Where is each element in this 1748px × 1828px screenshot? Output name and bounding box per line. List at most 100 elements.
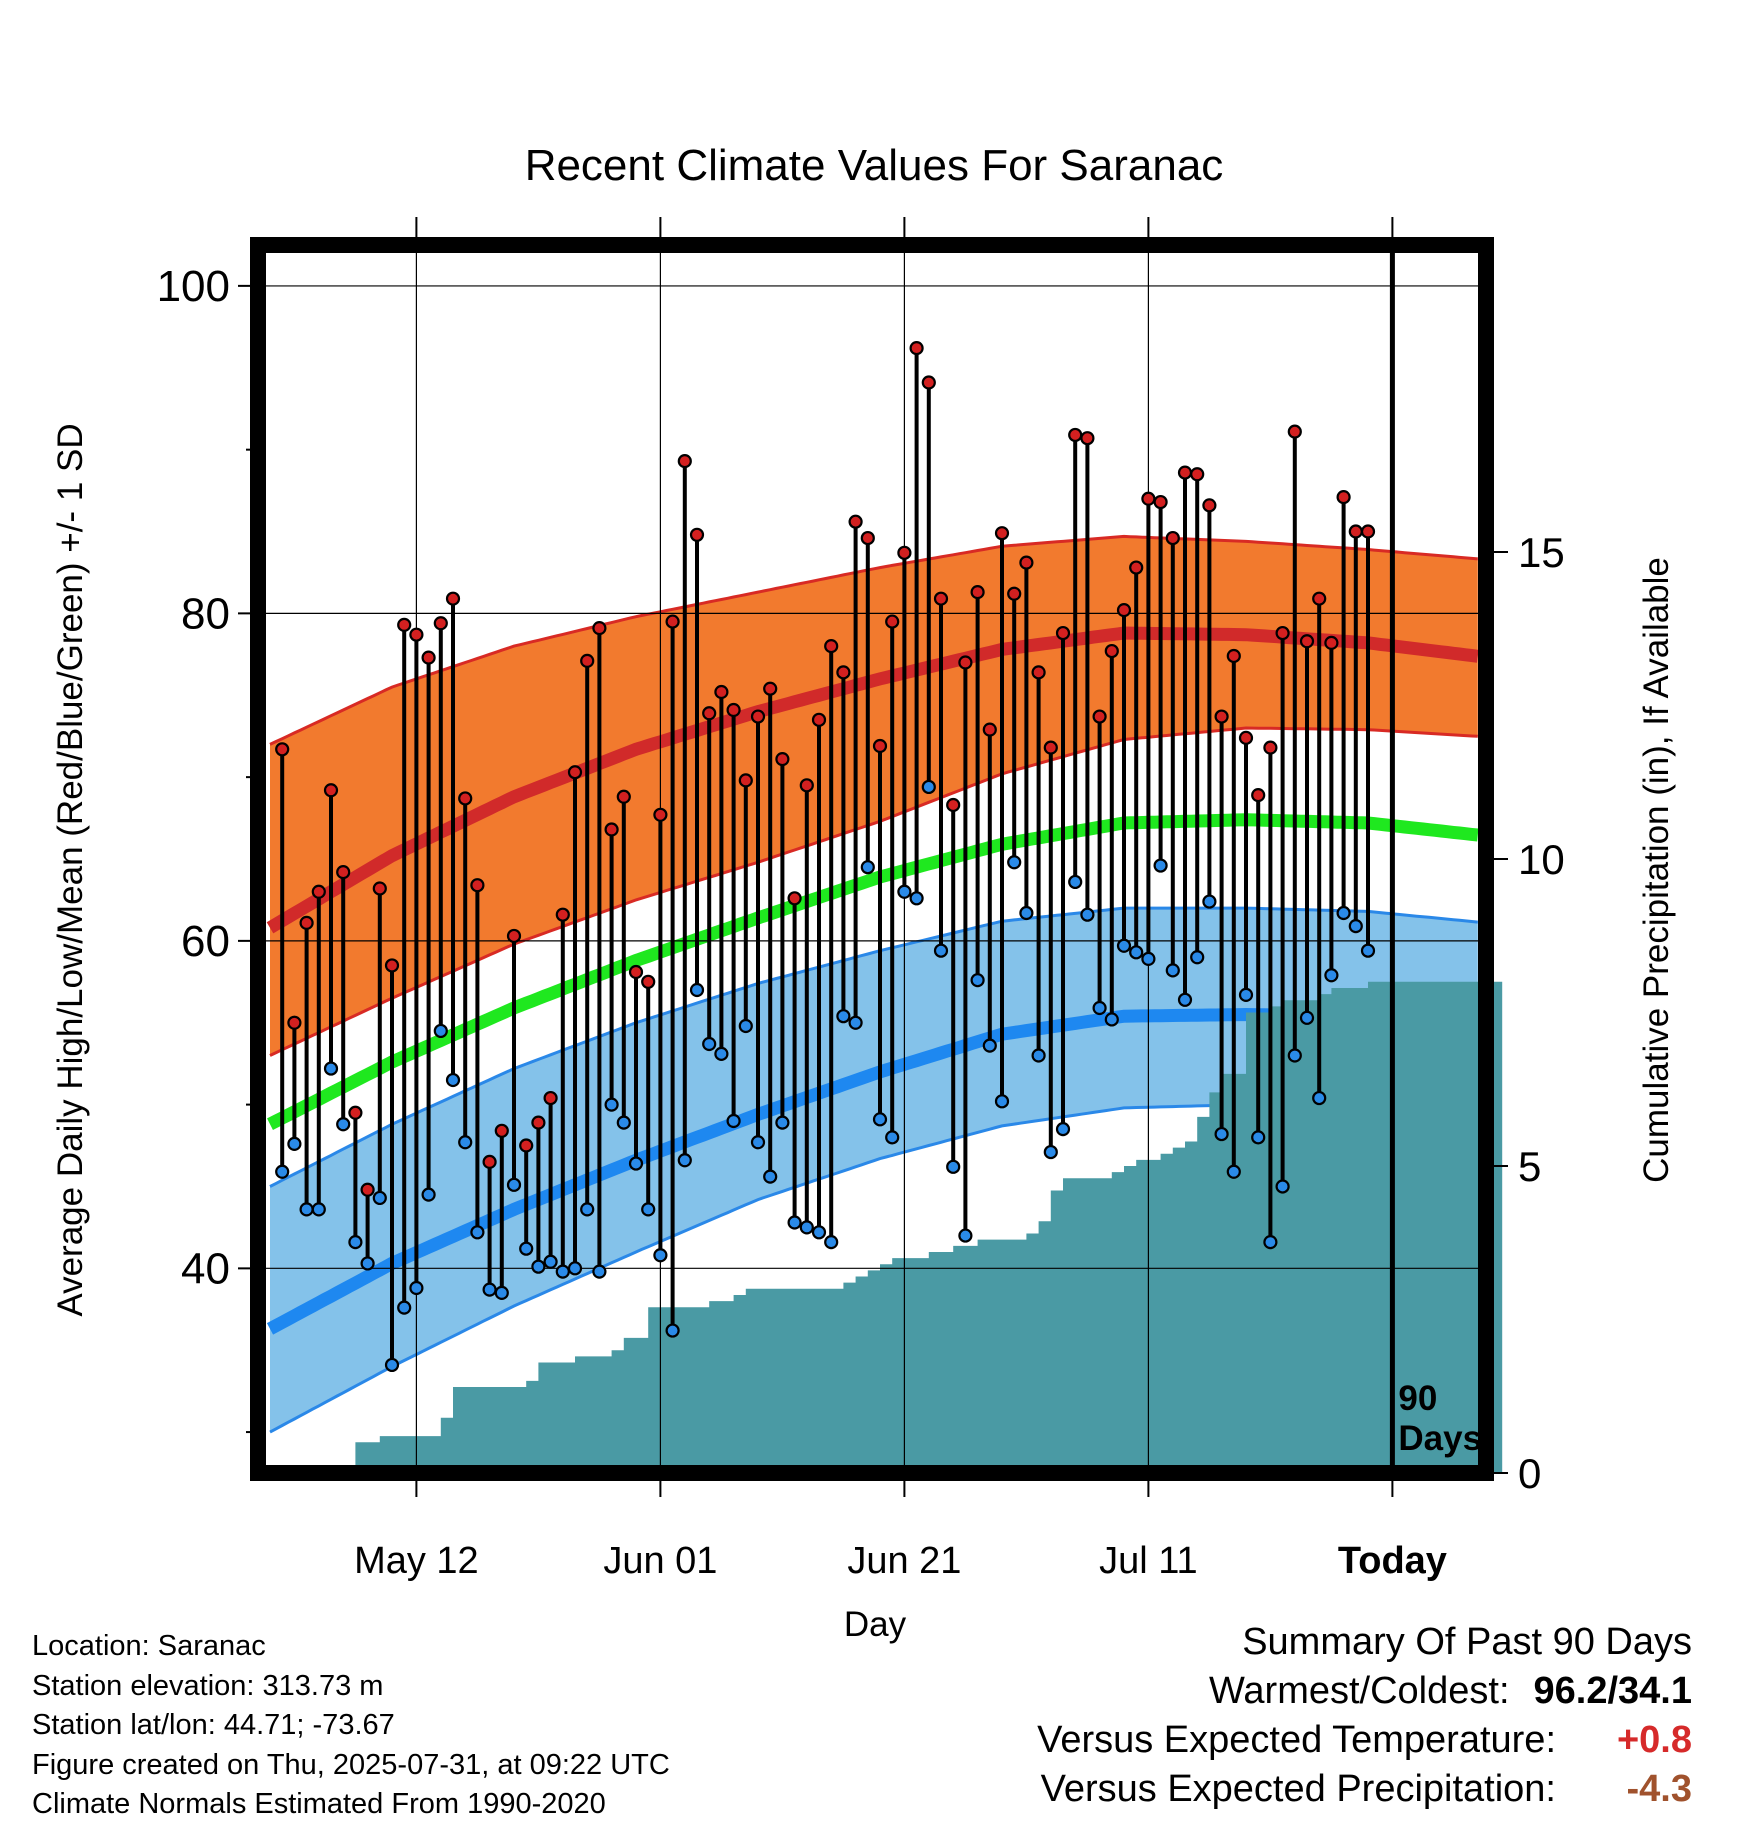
daily-low-point (1007, 855, 1022, 870)
daily-low-point (287, 1136, 302, 1151)
daily-high-point (1177, 465, 1193, 480)
daily-high-point (494, 1123, 509, 1138)
daily-low-point (1360, 943, 1376, 958)
daily-high-point (714, 684, 729, 700)
daily-low-point (970, 973, 985, 988)
daily-high-point (897, 545, 912, 560)
daily-high-point (1312, 591, 1327, 606)
daily-low-point (1348, 919, 1363, 934)
daily-high-point (946, 797, 961, 813)
daily-high-point (1141, 491, 1156, 506)
daily-high-point (311, 884, 326, 899)
precip-value: -4.3 (1626, 1768, 1692, 1810)
daily-low-point (994, 1094, 1010, 1109)
daily-high-point (421, 650, 436, 665)
daily-high-point (275, 742, 290, 757)
daily-range-bars (280, 348, 1370, 1365)
temp-value: +0.8 (1616, 1719, 1692, 1761)
ytick-label: 80 (181, 589, 230, 638)
daily-high-point (1190, 467, 1205, 482)
daily-high-point (567, 765, 583, 780)
daily-low-point (360, 1256, 375, 1271)
station-info: Location: Saranac Station elevation: 313… (32, 1627, 670, 1825)
daily-low-point (1312, 1090, 1327, 1106)
daily-high-point (1360, 524, 1376, 539)
daily-low-point (824, 1235, 839, 1250)
daily-low-point (1251, 1130, 1266, 1145)
daily-low-point (519, 1241, 534, 1256)
daily-low-point (421, 1187, 436, 1202)
daily-high-point (1055, 625, 1071, 641)
daily-high-point (824, 639, 839, 654)
daily-high-point (860, 530, 875, 546)
daily-high-point (641, 974, 656, 989)
daily-low-point (641, 1202, 656, 1217)
daily-low-point (592, 1264, 607, 1279)
daily-low-point (726, 1113, 741, 1129)
daily-high-point (1129, 560, 1144, 575)
daily-low-point (543, 1254, 558, 1269)
daily-high-point (885, 614, 900, 629)
daily-low-point (1202, 894, 1217, 909)
daily-low-point (1299, 1010, 1315, 1025)
daily-high-point (1202, 498, 1217, 513)
daily-low-point (665, 1323, 680, 1338)
temp-label: Versus Expected Temperature: (1037, 1719, 1556, 1761)
daily-high-point (1116, 603, 1132, 618)
summary-panel: Summary Of Past 90 Days Warmest/Coldest:… (1037, 1618, 1692, 1814)
daily-high-point (409, 627, 424, 642)
ytick-label: 100 (157, 262, 230, 311)
high-sd-band (270, 536, 1478, 1056)
daily-low-point (787, 1215, 802, 1230)
daily-high-point (921, 375, 936, 390)
daily-high-point (982, 722, 997, 737)
daily-high-point (836, 665, 851, 680)
daily-low-point (1019, 905, 1034, 921)
daily-high-point (689, 527, 705, 542)
daily-low-point (982, 1038, 997, 1053)
high-normal-line (266, 626, 1479, 934)
daily-low-point (921, 779, 936, 795)
daily-low-point (811, 1225, 827, 1240)
daily-high-point (665, 614, 680, 629)
daily-low-point (909, 891, 924, 906)
daily-high-point (543, 1090, 558, 1106)
daily-low-point (1104, 1012, 1119, 1027)
daily-high-point (1263, 740, 1278, 755)
daily-low-point (445, 1072, 461, 1088)
daily-low-point (616, 1115, 631, 1130)
daily-high-point (506, 928, 522, 944)
daily-low-point (958, 1228, 973, 1243)
daily-high-point (592, 621, 607, 636)
daily-high-point (1068, 427, 1083, 443)
today-span-number: 90 (1398, 1379, 1437, 1418)
xtick-label: Today (1338, 1540, 1447, 1582)
daily-low-point (494, 1285, 509, 1300)
daily-low-point (872, 1112, 888, 1127)
daily-high-point (1007, 586, 1022, 601)
daily-high-point (287, 1015, 302, 1030)
daily-low-point (433, 1023, 448, 1039)
daily-low-point (397, 1300, 412, 1315)
daily-high-point (1165, 530, 1180, 546)
daily-high-point (872, 738, 888, 754)
axes: 90 Days 40 60 80 100 0 5 10 15 May 12 Jun 01 Jun 21 J… (157, 217, 1565, 1582)
daily-high-point (1092, 709, 1107, 724)
daily-high-point (336, 864, 351, 880)
daily-low-point (1043, 1144, 1058, 1160)
daily-high-point (1214, 709, 1229, 724)
daily-high-point (787, 891, 802, 906)
y2tick-label: 15 (1518, 529, 1565, 576)
daily-low-point (1275, 1179, 1290, 1194)
daily-low-point (1165, 963, 1180, 978)
daily-high-point (677, 454, 692, 469)
daily-low-point (775, 1115, 790, 1130)
daily-low-point (1031, 1048, 1046, 1063)
y-axis-label: Average Daily High/Low/Mean (Red/Blue/Gr… (51, 423, 90, 1316)
daily-high-point (360, 1182, 375, 1197)
daily-low-point (1226, 1164, 1241, 1179)
daily-low-point (1287, 1048, 1302, 1063)
daily-high-point (1299, 634, 1315, 649)
daily-high-point (628, 964, 644, 980)
daily-low-point (738, 1018, 753, 1034)
